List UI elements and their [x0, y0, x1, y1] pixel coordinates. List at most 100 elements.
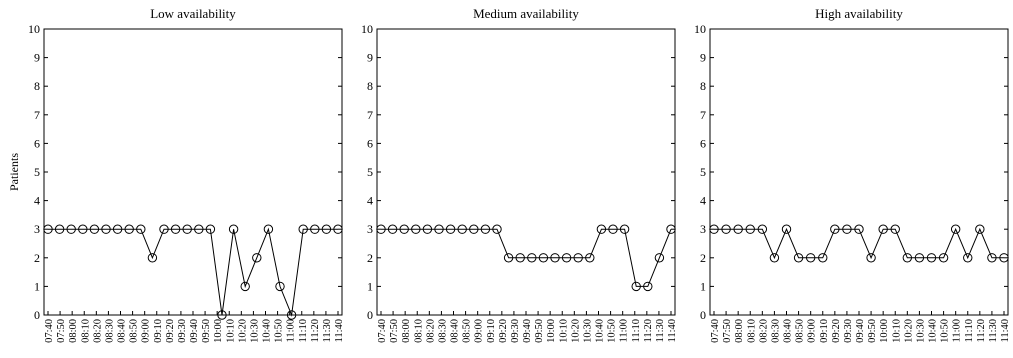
data-point: [66, 224, 76, 234]
data-point: [124, 224, 134, 234]
data-point: [538, 253, 549, 263]
x-tick-label: 08:50: [462, 319, 473, 343]
y-tick-label: 1: [367, 279, 373, 293]
x-tick-label: 08:30: [437, 319, 448, 343]
x-tick-label: 08:50: [129, 319, 140, 343]
data-point: [159, 224, 169, 234]
x-tick-label: 08:10: [80, 319, 91, 343]
plot-frame: [709, 28, 1009, 316]
data-point: [182, 224, 192, 234]
y-tick-label: 8: [700, 79, 706, 93]
x-tick-label: 11:40: [334, 319, 345, 343]
data-point: [757, 224, 768, 234]
y-tick-label: 3: [700, 222, 706, 236]
x-tick-label: 09:50: [201, 319, 212, 343]
data-point: [457, 224, 467, 234]
data-point: [643, 281, 653, 292]
x-tick-label: 09:20: [498, 319, 509, 343]
x-tick-label: 08:40: [783, 319, 794, 343]
y-axis-label: Patients: [7, 153, 21, 191]
data-point: [781, 224, 792, 234]
data-point: [769, 253, 780, 263]
data-point: [492, 224, 502, 234]
x-tick-label: 10:50: [274, 319, 285, 343]
x-tick-label: 09:00: [474, 319, 485, 343]
series-line: [48, 227, 338, 317]
x-tick-label: 09:00: [141, 319, 152, 343]
x-tick-label: 09:50: [867, 319, 878, 343]
y-tick-label: 2: [700, 251, 706, 265]
x-tick-label: 07:40: [377, 319, 388, 343]
data-point: [987, 253, 997, 263]
y-tick-label: 0: [700, 308, 706, 322]
x-tick-label: 11:40: [667, 319, 678, 343]
data-point: [54, 224, 65, 234]
data-point: [596, 224, 607, 234]
x-tick-label: 10:00: [879, 319, 890, 343]
data-point: [263, 224, 274, 234]
y-tick-label: 9: [34, 51, 40, 65]
x-tick-label: 07:50: [389, 319, 400, 343]
data-point: [793, 253, 804, 263]
x-tick-label: 09:20: [165, 319, 176, 343]
x-tick-label: 11:30: [322, 319, 333, 343]
data-point: [310, 224, 320, 234]
x-tick-label: 07:50: [722, 319, 733, 343]
data-point: [170, 224, 181, 234]
x-tick-label: 11:40: [1000, 319, 1011, 343]
x-tick-label: 07:40: [710, 319, 721, 343]
data-point: [950, 224, 961, 234]
data-point: [217, 310, 227, 320]
data-point: [515, 253, 525, 263]
x-tick-label: 08:20: [758, 319, 769, 343]
x-tick-label: 09:10: [819, 319, 830, 343]
data-point: [298, 224, 308, 234]
y-tick-label: 5: [34, 165, 40, 179]
y-tick-label: 5: [700, 165, 706, 179]
y-tick-label: 9: [700, 51, 706, 65]
data-point: [854, 224, 864, 234]
x-tick-label: 10:50: [607, 319, 618, 343]
x-tick-label: 10:40: [928, 319, 939, 343]
data-point: [503, 253, 514, 263]
data-point: [619, 224, 630, 234]
x-tick-label: 11:20: [643, 319, 654, 343]
x-tick-label: 08:40: [450, 319, 461, 343]
data-point: [745, 224, 755, 234]
x-tick-label: 09:40: [522, 319, 533, 343]
x-tick-label: 09:30: [843, 319, 854, 343]
x-tick-label: 08:00: [401, 319, 412, 343]
data-point: [805, 253, 816, 263]
x-tick-label: 09:20: [831, 319, 842, 343]
y-tick-label: 4: [34, 194, 40, 208]
data-point: [666, 224, 676, 234]
y-tick-label: 4: [367, 194, 373, 208]
data-point: [527, 253, 537, 263]
data-point: [902, 253, 913, 263]
data-point: [654, 253, 665, 263]
y-tick-label: 10: [694, 22, 706, 36]
x-tick-label: 09:40: [855, 319, 866, 343]
y-tick-label: 2: [34, 251, 40, 265]
data-point: [43, 224, 53, 234]
series-line: [381, 228, 672, 287]
data-point: [709, 224, 719, 234]
data-point: [399, 224, 409, 234]
data-point: [89, 224, 100, 234]
x-tick-label: 10:20: [570, 319, 581, 343]
x-tick-label: 08:30: [104, 319, 115, 343]
x-tick-label: 10:20: [903, 319, 914, 343]
data-point: [550, 253, 560, 263]
x-tick-label: 10:10: [558, 319, 569, 343]
x-tick-label: 08:30: [770, 319, 781, 343]
x-tick-label: 10:20: [237, 319, 248, 343]
data-point: [818, 253, 828, 263]
data-point: [631, 281, 641, 292]
x-tick-label: 10:40: [262, 319, 273, 343]
data-point: [480, 224, 491, 234]
y-tick-label: 7: [367, 108, 373, 122]
data-point: [733, 224, 743, 234]
data-point: [963, 253, 973, 263]
